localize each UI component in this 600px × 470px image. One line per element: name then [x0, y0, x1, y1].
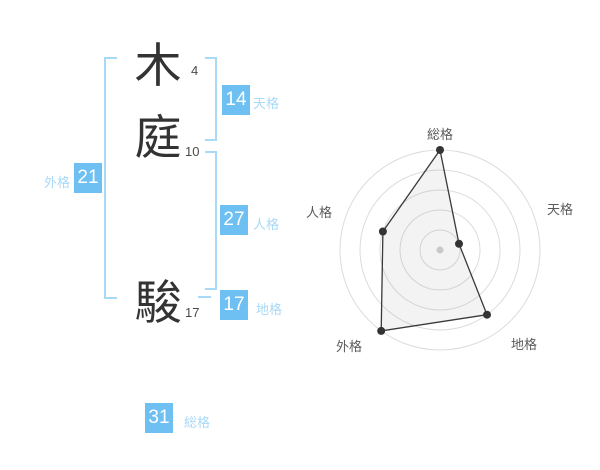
soukaku-value-badge: 31	[145, 403, 173, 433]
radar-data-point	[436, 146, 444, 154]
name-character-1: 木	[134, 39, 182, 92]
radar-series-polygon	[380, 148, 488, 332]
radar-data-point	[483, 310, 491, 319]
radar-grid-ring	[399, 209, 481, 291]
stroke-count-1: 4	[191, 63, 199, 78]
name-character-2: 庭	[134, 111, 182, 164]
radar-data-point	[455, 239, 463, 248]
radar-axis-label-gaikaku: 外格	[336, 339, 363, 354]
radar-data-point	[377, 326, 386, 335]
stroke-count-2: 10	[185, 144, 200, 159]
radar-axis-label-tenkaku: 天格	[547, 202, 574, 217]
radar-chart-svg	[339, 146, 541, 351]
gaikaku-value-badge: 21	[74, 163, 102, 193]
radar-chart	[330, 140, 550, 360]
radar-grid-ring	[419, 229, 461, 271]
name-character-3: 駿	[134, 276, 182, 329]
chikaku-tick	[198, 296, 211, 298]
radar-axis-label-soukaku: 総格	[427, 127, 454, 142]
gaikaku-bracket	[104, 57, 117, 299]
chikaku-label: 地格	[256, 302, 283, 317]
chikaku-value-badge: 17	[220, 290, 248, 320]
tenkaku-bracket	[205, 57, 217, 141]
jinkaku-label: 人格	[253, 217, 280, 232]
radar-data-point	[378, 227, 387, 236]
radar-center-dot	[436, 246, 444, 254]
stroke-count-3: 17	[185, 305, 200, 320]
radar-axis-label-jinkaku: 人格	[306, 205, 333, 220]
gaikaku-label: 外格	[43, 175, 70, 190]
jinkaku-bracket	[205, 151, 217, 290]
radar-grid-ring	[379, 189, 501, 311]
tenkaku-value-badge: 14	[222, 85, 250, 115]
tenkaku-label: 天格	[253, 96, 280, 111]
radar-axis-label-chikaku: 地格	[511, 337, 538, 352]
radar-grid-ring	[359, 169, 521, 331]
soukaku-label: 総格	[184, 415, 211, 430]
jinkaku-value-badge: 27	[220, 205, 248, 235]
